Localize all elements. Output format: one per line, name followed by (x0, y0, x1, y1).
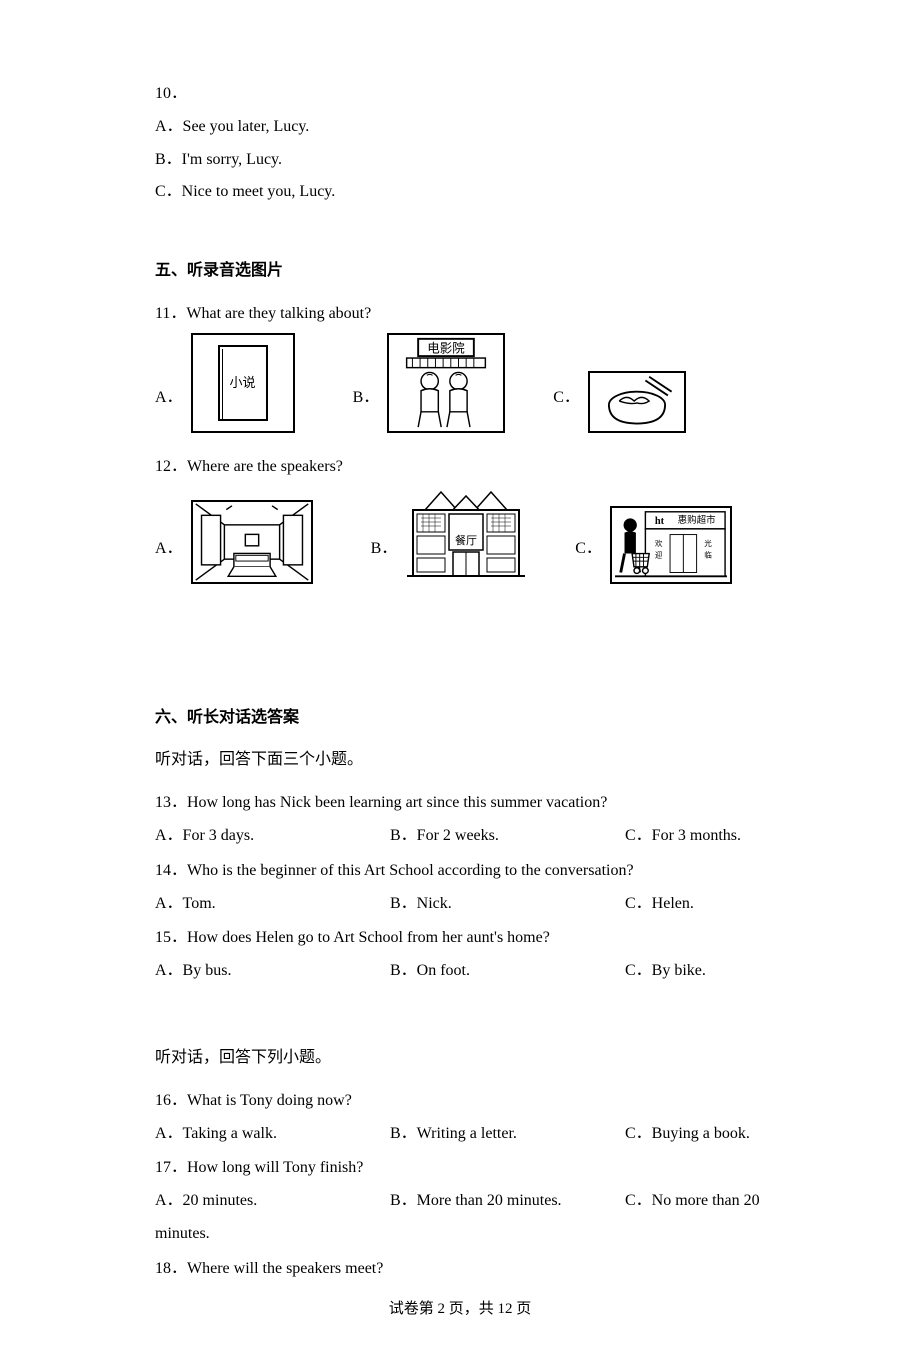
question-15: 15．How does Helen go to Art School from … (155, 924, 765, 986)
q14-option-b: B．Nick. (390, 890, 625, 919)
q13-text: 13．How long has Nick been learning art s… (155, 789, 765, 818)
q16-option-b: B．Writing a letter. (390, 1120, 625, 1149)
section-6-title: 六、听长对话选答案 (155, 704, 765, 733)
q16-option-a: A．Taking a walk. (155, 1120, 390, 1149)
q13-option-c: C．For 3 months. (625, 822, 765, 851)
noodles-icon (590, 373, 684, 431)
q14-options: A．Tom. B．Nick. C．Helen. (155, 890, 765, 919)
q11-label-a: A． (155, 384, 183, 433)
q11-option-c: C． (553, 371, 686, 433)
book-text: 小说 (230, 371, 256, 394)
section-6-instr1: 听对话，回答下面三个小题。 (155, 746, 765, 775)
q11-label-b: B． (353, 384, 380, 433)
q17-options: A．20 minutes. B．More than 20 minutes. C．… (155, 1187, 765, 1216)
q12-options-row: A． B． (155, 486, 765, 584)
q14-option-c: C．Helen. (625, 890, 765, 919)
q15-options: A．By bus. B．On foot. C．By bike. (155, 957, 765, 986)
q12-option-b: B． 餐厅 (371, 486, 528, 584)
q12-option-a: A． (155, 500, 313, 584)
q17-text: 17．How long will Tony finish? (155, 1154, 765, 1183)
room-icon (193, 502, 311, 582)
q11-image-b-cinema: 电影院 (387, 333, 505, 433)
q16-text: 16．What is Tony doing now? (155, 1087, 765, 1116)
q11-image-c-noodles (588, 371, 686, 433)
q17-option-c: C．No more than 20 (625, 1187, 765, 1216)
book-icon: 小说 (218, 345, 268, 421)
q16-options: A．Taking a walk. B．Writing a letter. C．B… (155, 1120, 765, 1149)
q15-option-b: B．On foot. (390, 957, 625, 986)
section-5-title: 五、听录音选图片 (155, 257, 765, 286)
question-11: 11．What are they talking about? A． 小说 B．… (155, 300, 765, 433)
q13-option-b: B．For 2 weeks. (390, 822, 625, 851)
section-6-instr2: 听对话，回答下列小题。 (155, 1044, 765, 1073)
q11-label-c: C． (553, 384, 580, 433)
q10-number: 10． (155, 80, 765, 109)
q11-image-a-book: 小说 (191, 333, 295, 433)
q16-option-c: C．Buying a book. (625, 1120, 765, 1149)
question-18: 18．Where will the speakers meet? (155, 1255, 765, 1284)
restaurant-icon: 餐厅 (405, 486, 527, 584)
svg-text:临: 临 (704, 549, 712, 559)
page-footer: 试卷第 2 页，共 12 页 (155, 1296, 765, 1323)
q15-option-c: C．By bike. (625, 957, 765, 986)
q12-option-c: C． ht 惠购超市 欢 迎 光 临 (575, 506, 732, 584)
question-12: 12．Where are the speakers? A． (155, 453, 765, 584)
cinema-icon: 电影院 (389, 335, 503, 431)
welcome-text-2: 光 (704, 538, 712, 548)
q17-option-a: A．20 minutes. (155, 1187, 390, 1216)
welcome-text-1: 欢 (655, 538, 663, 548)
q18-text: 18．Where will the speakers meet? (155, 1255, 765, 1284)
q10-option-b: B．I'm sorry, Lucy. (155, 146, 765, 175)
q12-text: 12．Where are the speakers? (155, 453, 765, 482)
q11-text: 11．What are they talking about? (155, 300, 765, 329)
market-text: 惠购超市 (678, 514, 716, 526)
q17-option-c-wrap: minutes. (155, 1220, 765, 1249)
question-13: 13．How long has Nick been learning art s… (155, 789, 765, 851)
question-17: 17．How long will Tony finish? A．20 minut… (155, 1154, 765, 1248)
q10-option-c: C．Nice to meet you, Lucy. (155, 178, 765, 207)
q11-option-a: A． 小说 (155, 333, 295, 433)
q14-text: 14．Who is the beginner of this Art Schoo… (155, 857, 765, 886)
cinema-sign-text: 电影院 (428, 341, 466, 355)
q12-image-c-supermarket: ht 惠购超市 欢 迎 光 临 (610, 506, 732, 584)
q10-option-a: A．See you later, Lucy. (155, 113, 765, 142)
q15-option-a: A．By bus. (155, 957, 390, 986)
market-brand: ht (655, 516, 665, 527)
q12-label-a: A． (155, 535, 183, 584)
question-10: 10． A．See you later, Lucy. B．I'm sorry, … (155, 80, 765, 207)
question-16: 16．What is Tony doing now? A．Taking a wa… (155, 1087, 765, 1149)
q13-option-a: A．For 3 days. (155, 822, 390, 851)
q12-image-a-room (191, 500, 313, 584)
supermarket-icon: ht 惠购超市 欢 迎 光 临 (612, 508, 730, 582)
q15-text: 15．How does Helen go to Art School from … (155, 924, 765, 953)
q11-option-b: B． 电影院 (353, 333, 506, 433)
q12-label-b: B． (371, 535, 398, 584)
question-14: 14．Who is the beginner of this Art Schoo… (155, 857, 765, 919)
q13-options: A．For 3 days. B．For 2 weeks. C．For 3 mon… (155, 822, 765, 851)
q11-options-row: A． 小说 B． 电影院 (155, 333, 765, 433)
restaurant-text: 餐厅 (455, 533, 477, 547)
svg-text:迎: 迎 (655, 549, 663, 559)
q14-option-a: A．Tom. (155, 890, 390, 919)
q12-label-c: C． (575, 535, 602, 584)
q17-option-b: B．More than 20 minutes. (390, 1187, 625, 1216)
q12-image-b-restaurant: 餐厅 (405, 486, 527, 584)
